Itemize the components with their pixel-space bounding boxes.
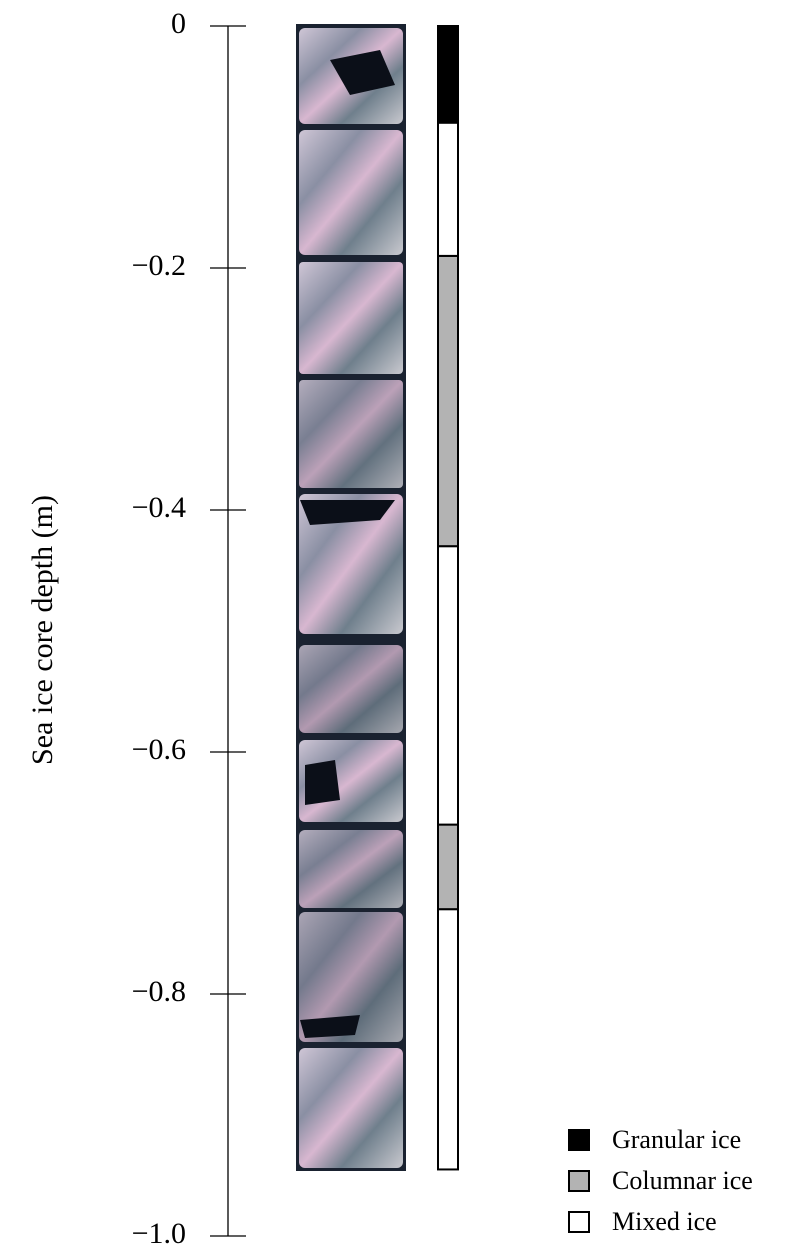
core-photo [296, 24, 406, 1171]
legend-swatch [568, 1211, 590, 1233]
y-tick-label: −0.4 [132, 491, 186, 524]
legend-swatch [568, 1170, 590, 1192]
ice-layer [437, 823, 459, 911]
legend-swatch [568, 1129, 590, 1151]
ice-layer [437, 25, 459, 124]
ice-layer [437, 254, 459, 548]
legend-label: Mixed ice [612, 1207, 717, 1236]
legend-label: Granular ice [612, 1125, 741, 1154]
ice-layer [437, 121, 459, 257]
y-tick-label: 0 [171, 7, 186, 40]
y-axis-label: Sea ice core depth (m) [26, 495, 59, 765]
y-tick-label: −0.8 [132, 975, 186, 1008]
y-tick-label: −0.6 [132, 733, 186, 766]
y-tick-label: −0.2 [132, 249, 186, 282]
ice-layer [437, 908, 459, 1171]
ice-layer [437, 545, 459, 826]
legend-label: Columnar ice [612, 1166, 753, 1195]
y-tick-label: −1.0 [132, 1217, 186, 1250]
